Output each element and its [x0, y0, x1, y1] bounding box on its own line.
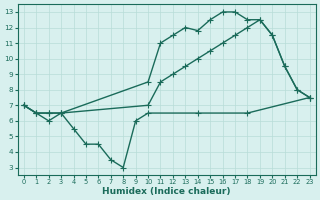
- X-axis label: Humidex (Indice chaleur): Humidex (Indice chaleur): [102, 187, 231, 196]
